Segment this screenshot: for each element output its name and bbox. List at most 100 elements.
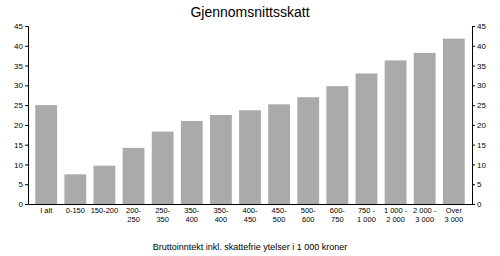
y-tick: 30 bbox=[14, 81, 28, 90]
x-tick-label-line: 3 000 bbox=[444, 215, 463, 224]
bar bbox=[414, 53, 436, 204]
y-tick: 45 bbox=[14, 22, 28, 31]
bar bbox=[64, 174, 86, 204]
x-tick: 450-500 bbox=[272, 206, 288, 224]
x-tick-label: 400-450 bbox=[242, 206, 258, 224]
x-tick: 1 000 -2 000 bbox=[384, 206, 408, 224]
x-tick: 350-400 bbox=[184, 206, 200, 224]
x-tick-label-line: 150-200 bbox=[91, 206, 119, 215]
bar bbox=[268, 104, 290, 204]
y-tick-mark bbox=[25, 164, 28, 165]
y-axis-line bbox=[25, 27, 29, 205]
y2-tick-mark bbox=[472, 204, 475, 205]
plot-area: I alt 0-150 150-200 200-250 250-350 350-400 35… bbox=[14, 22, 486, 224]
y2-tick-label: 0 bbox=[477, 200, 482, 209]
x-tick: 750 -1 000 bbox=[357, 206, 376, 224]
y2-tick-mark bbox=[472, 125, 475, 126]
x-tick-label: 350-400 bbox=[213, 206, 229, 224]
bar bbox=[239, 110, 261, 204]
y-tick-mark bbox=[25, 26, 28, 27]
y-tick-mark bbox=[25, 85, 28, 86]
y-tick-label: 25 bbox=[14, 101, 23, 110]
y-tick: 0 bbox=[19, 200, 28, 209]
x-tick-label: 350-400 bbox=[184, 206, 200, 224]
y2-tick: 0 bbox=[472, 200, 482, 209]
x-tick-label-line: 750 bbox=[331, 215, 344, 224]
x-tick-label-line: 3 000 bbox=[415, 215, 434, 224]
x-tick-label-line: 250 bbox=[127, 215, 140, 224]
x-tick-label: 450-500 bbox=[272, 206, 288, 224]
y2-tick-mark bbox=[472, 66, 475, 67]
y2-tick: 25 bbox=[472, 101, 486, 110]
x-tick-label: 200-250 bbox=[126, 206, 142, 224]
x-tick: 500-600 bbox=[301, 206, 317, 224]
y2-tick-label: 5 bbox=[477, 180, 482, 189]
bar bbox=[297, 97, 319, 204]
x-tick-label-line: 2 000 bbox=[386, 215, 405, 224]
x-tick-label: 500-600 bbox=[301, 206, 317, 224]
y2-tick-label: 25 bbox=[477, 101, 486, 110]
x-tick-label-line: 500 bbox=[273, 215, 286, 224]
y-tick-mark bbox=[25, 66, 28, 67]
x-tick: 400-450 bbox=[242, 206, 258, 224]
bar bbox=[35, 105, 57, 204]
y-tick-mark bbox=[25, 105, 28, 106]
y2-tick-mark bbox=[472, 46, 475, 47]
y2-tick: 20 bbox=[472, 121, 486, 130]
x-tick: Over3 000 bbox=[444, 206, 463, 224]
x-tick-label: Over3 000 bbox=[444, 206, 463, 224]
bar bbox=[443, 39, 465, 204]
y2-tick: 30 bbox=[472, 81, 486, 90]
bar bbox=[385, 60, 407, 204]
y2-tick: 40 bbox=[472, 42, 486, 51]
bar bbox=[123, 148, 145, 204]
y-tick-mark bbox=[25, 125, 28, 126]
title: Gjennomsnittsskatt bbox=[190, 4, 309, 20]
y2-tick-label: 35 bbox=[477, 62, 486, 71]
y-tick-label: 40 bbox=[14, 42, 23, 51]
y-tick: 5 bbox=[19, 180, 28, 189]
y-tick: 20 bbox=[14, 121, 28, 130]
y2-tick-mark bbox=[472, 85, 475, 86]
x-tick-label-line: 400 bbox=[186, 215, 199, 224]
y-tick-label: 5 bbox=[19, 180, 24, 189]
y-tick-label: 30 bbox=[14, 81, 23, 90]
y-tick-mark bbox=[25, 46, 28, 47]
x-tick-label: 250-350 bbox=[155, 206, 171, 224]
y-tick: 40 bbox=[14, 42, 28, 51]
y2-tick-mark bbox=[472, 105, 475, 106]
x-tick-label: 150-200 bbox=[91, 206, 119, 215]
y-tick: 25 bbox=[14, 101, 28, 110]
bar bbox=[356, 73, 378, 204]
x-tick-label-line: I alt bbox=[40, 206, 53, 215]
x-tick: 200-250 bbox=[126, 206, 142, 224]
x-tick-label: 2 000 -3 000 bbox=[413, 206, 437, 224]
y2-tick: 35 bbox=[472, 62, 486, 71]
x-tick-label-line: 350 bbox=[156, 215, 169, 224]
x-tick-label-line: 450 bbox=[244, 215, 257, 224]
bar bbox=[326, 86, 348, 204]
y-tick-label: 35 bbox=[14, 62, 23, 71]
y-axis: 051015202530354045 bbox=[14, 22, 28, 209]
bars bbox=[35, 39, 464, 204]
y2-tick: 15 bbox=[472, 141, 486, 150]
bar bbox=[181, 121, 203, 204]
y2-tick-label: 30 bbox=[477, 81, 486, 90]
x-axis-line bbox=[29, 204, 473, 205]
x-tick: 0-150 bbox=[66, 206, 85, 215]
y2-tick-label: 10 bbox=[477, 161, 486, 170]
x-tick-label: 1 000 -2 000 bbox=[384, 206, 408, 224]
x-axis: I alt 0-150 150-200 200-250 250-350 350-400 35… bbox=[29, 205, 473, 224]
y2-tick-mark bbox=[472, 26, 475, 27]
y2-tick: 5 bbox=[472, 180, 482, 189]
x-tick-label: 0-150 bbox=[66, 206, 85, 215]
bar bbox=[210, 115, 232, 204]
y2-axis-line bbox=[473, 27, 476, 205]
x-tick: 250-350 bbox=[155, 206, 171, 224]
y2-tick-label: 20 bbox=[477, 121, 486, 130]
x-tick-label-line: 1 000 bbox=[357, 215, 376, 224]
y-tick: 35 bbox=[14, 62, 28, 71]
y-tick-mark bbox=[25, 145, 28, 146]
y2-tick-mark bbox=[472, 184, 475, 185]
y2-tick-label: 45 bbox=[477, 22, 486, 31]
